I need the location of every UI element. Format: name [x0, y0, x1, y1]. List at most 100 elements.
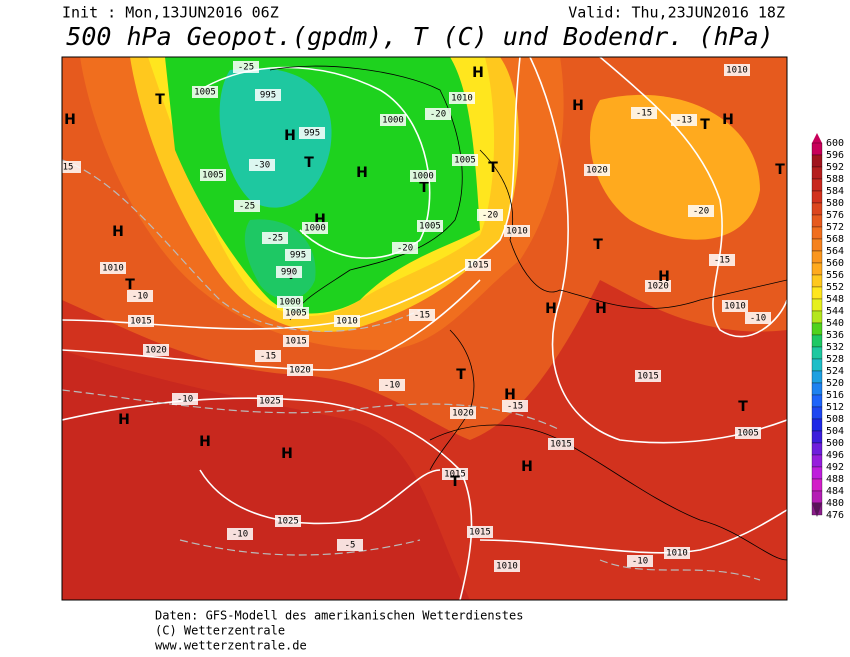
colorbar-box: [811, 454, 823, 468]
contour-label: -13: [676, 116, 692, 126]
label-box: [392, 242, 418, 254]
contour-label: 1010: [506, 227, 528, 237]
pressure-center: H: [521, 459, 533, 475]
zone: [219, 68, 332, 208]
pressure-center: H: [199, 434, 211, 450]
label-box: [688, 205, 714, 217]
pressure-center: H: [281, 446, 293, 462]
valid-time: Valid: Thu,23JUN2016 18Z: [568, 4, 785, 22]
contour-label: 995: [260, 91, 276, 101]
colorbar-box: [811, 358, 823, 372]
contour-label: -25: [238, 63, 254, 73]
pressure-center: H: [64, 112, 76, 128]
colorbar-label: 576: [826, 210, 844, 221]
label-box: [452, 154, 478, 166]
pressure-center: T: [450, 474, 460, 490]
colorbar-label: 568: [826, 234, 844, 245]
contour-label: 1015: [285, 337, 307, 347]
contour-label: 1005: [454, 156, 476, 166]
label-box: [302, 222, 328, 234]
pressure-center: H: [722, 112, 734, 128]
label-box: [283, 307, 309, 319]
contour-label: -15: [714, 256, 730, 266]
contour-label: 995: [290, 251, 306, 261]
label-box: [283, 335, 309, 347]
label-box: [234, 200, 260, 212]
contour-label: 1020: [586, 166, 608, 176]
contour-label: 1015: [467, 261, 489, 271]
label-box: [255, 89, 281, 101]
colorbar-box: [811, 478, 823, 492]
contour-label: 1025: [259, 397, 281, 407]
contour-label: 1015: [130, 317, 152, 327]
init-time: Init : Mon,13JUN2016 06Z: [62, 4, 279, 22]
label-box: [502, 400, 528, 412]
contour-label: 1005: [194, 88, 216, 98]
label-box: [227, 528, 253, 540]
colorbar-label: 532: [826, 342, 844, 353]
label-box: [128, 315, 154, 327]
colorbar-label: 524: [826, 366, 844, 377]
colorbar-label: 560: [826, 258, 844, 269]
label-box: [442, 468, 468, 480]
contour-label: -15: [636, 109, 652, 119]
colorbar-label: 488: [826, 474, 844, 485]
colorbar-label: 528: [826, 354, 844, 365]
label-box: [143, 344, 169, 356]
colorbar-box: [811, 382, 823, 396]
label-box: [709, 254, 735, 266]
pressure-center: H: [658, 269, 670, 285]
contour-label: 1005: [419, 222, 441, 232]
colorbar-label: 508: [826, 414, 844, 425]
colorbar-box: [811, 250, 823, 264]
colorbar-label: 548: [826, 294, 844, 305]
colorbar-label: 536: [826, 330, 844, 341]
contour-label: 1010: [102, 264, 124, 274]
zone: [590, 94, 760, 240]
contour-label: -10: [232, 530, 248, 540]
colorbar-box: [811, 442, 823, 456]
colorbar-label: 588: [826, 174, 844, 185]
contour-label: 1010: [496, 562, 518, 572]
contour-label: 1015: [444, 470, 466, 480]
colorbar-label: 600: [826, 138, 844, 149]
contour-label: 1015: [637, 372, 659, 382]
contour-label: 15: [63, 163, 74, 173]
contour-label: -10: [750, 314, 766, 324]
label-box: [465, 259, 491, 271]
label-box: [417, 220, 443, 232]
label-box: [233, 61, 259, 73]
label-box: [249, 159, 275, 171]
colorbar-box: [811, 154, 823, 168]
coastlines: [269, 65, 787, 561]
contour-label: -25: [239, 202, 255, 212]
label-box: [200, 169, 226, 181]
colorbar-label: 492: [826, 462, 844, 473]
colorbar-box: [811, 430, 823, 444]
contour-label: -5: [345, 541, 356, 551]
pressure-center: T: [738, 399, 748, 415]
label-box: [584, 164, 610, 176]
colorbar-box: [811, 214, 823, 228]
label-box: [380, 114, 406, 126]
colorbar-label: 564: [826, 246, 844, 257]
footer-line: www.wetterzentrale.de: [155, 639, 307, 653]
colorbar-box: [811, 190, 823, 204]
map-frame: [61, 56, 788, 601]
pressure-center: T: [304, 155, 314, 171]
colorbar-box: [811, 202, 823, 216]
contour-label: 1020: [145, 346, 167, 356]
pressure-center: H: [504, 387, 516, 403]
colorbar-box: [811, 370, 823, 384]
contour-label: 1005: [285, 309, 307, 319]
contour-label: -15: [414, 311, 430, 321]
colorbar-box: [811, 334, 823, 348]
contour-label: -20: [693, 207, 709, 217]
label-box: [449, 92, 475, 104]
label-box: [127, 290, 153, 302]
label-box: [450, 407, 476, 419]
pressure-center: T: [488, 160, 498, 176]
label-box: [494, 560, 520, 572]
contour-label: 1015: [469, 528, 491, 538]
